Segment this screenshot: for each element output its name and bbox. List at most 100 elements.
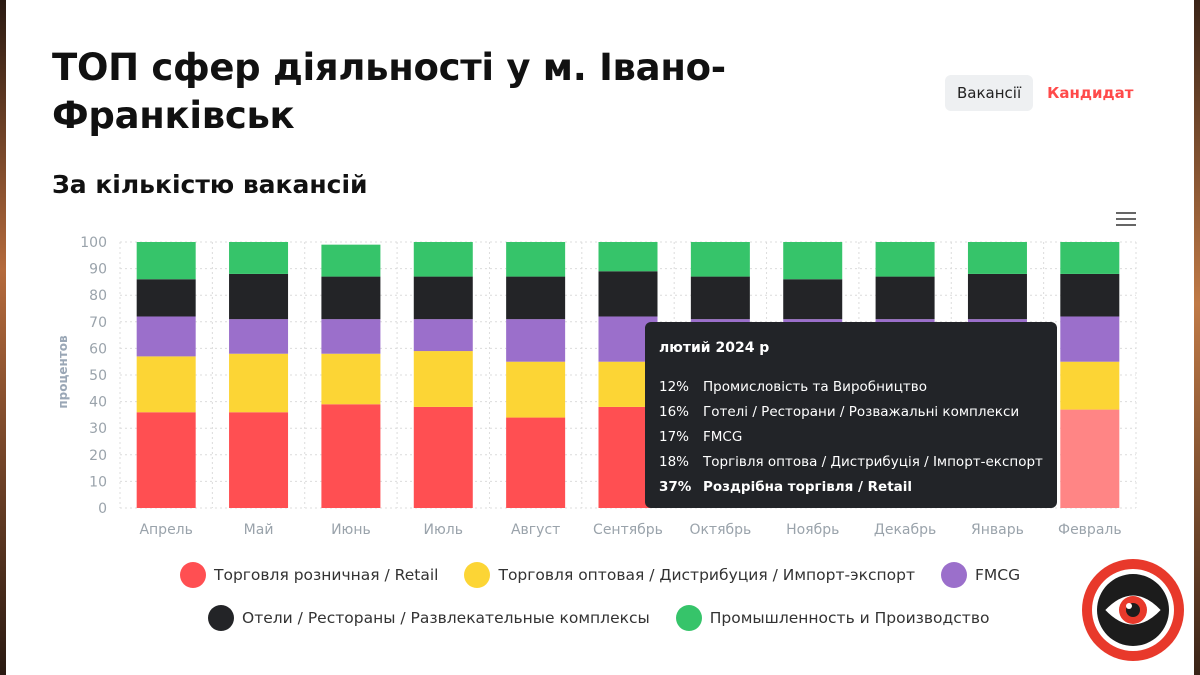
y-axis-label: процентов <box>56 335 70 409</box>
y-tick-label: 20 <box>89 448 107 464</box>
tooltip-row: 12% Промисловість та Виробництво <box>659 374 1043 399</box>
legend-label: FMCG <box>975 566 1021 584</box>
legend-label: Торговля розничная / Retail <box>214 566 439 584</box>
brand-eye-logo <box>1082 559 1184 661</box>
bar-segment-hotels <box>1060 273 1120 317</box>
x-tick-label: Декабрь <box>874 522 936 538</box>
bar-segment-retail <box>229 412 289 508</box>
bar-segment-fmcg <box>1060 316 1120 362</box>
legend-marker <box>464 562 491 588</box>
bar-segment-hotels <box>783 279 843 320</box>
bar-segment-hotels <box>598 271 658 317</box>
legend-marker <box>180 562 206 588</box>
bar-segment-industry <box>321 244 381 277</box>
tooltip-percent: 37% <box>659 478 692 495</box>
legend-item-retail[interactable]: Торговля розничная / Retail <box>180 562 438 588</box>
chart-legend: Торговля розничная / Retail Торговля опто… <box>180 562 1080 648</box>
bar-segment-fmcg <box>229 319 289 354</box>
bar-segment-industry <box>783 242 843 280</box>
x-tick-label: Январь <box>971 522 1024 538</box>
legend-item-fmcg[interactable]: FMCG <box>941 562 1020 588</box>
tooltip-label: Роздрібна торгівля / Retail <box>703 478 913 495</box>
tooltip-label: Промисловість та Виробництво <box>703 378 927 395</box>
x-tick-label: Сентябрь <box>593 522 663 538</box>
tooltip-label: Торгівля оптова / Дистрибуція / Імпорт-е… <box>703 453 1043 470</box>
tooltip-title: лютий 2024 р <box>659 340 770 356</box>
bar-segment-industry <box>967 242 1027 274</box>
bar-segment-industry <box>229 242 289 274</box>
view-tabs: Вакансії Кандидат <box>945 75 1145 111</box>
bar-segment-hotels <box>875 276 935 320</box>
bar-segment-retail <box>136 412 196 508</box>
tooltip-label: Готелі / Ресторани / Розважальні комплек… <box>703 403 1020 420</box>
y-tick-label: 0 <box>98 501 107 517</box>
y-tick-label: 90 <box>89 262 107 278</box>
bar-segment-industry <box>506 242 566 277</box>
tab-candidate[interactable]: Кандидат <box>1047 84 1134 102</box>
bar-segment-wholesale <box>506 361 566 418</box>
y-tick-label: 10 <box>89 474 107 490</box>
bar-segment-industry <box>1060 242 1120 274</box>
bar-segment-retail <box>506 417 566 508</box>
chart-tooltip: лютий 2024 р 12% Промисловість та Виробни… <box>645 322 1057 508</box>
bar-segment-hotels <box>229 273 289 320</box>
tooltip-percent: 12% <box>659 378 690 395</box>
x-tick-label: Май <box>244 522 274 538</box>
bar-segment-industry <box>136 242 196 280</box>
legend-marker <box>941 562 968 588</box>
y-tick-label: 80 <box>89 288 107 304</box>
bar-segment-fmcg <box>136 316 196 357</box>
bar-segment-fmcg <box>321 319 381 354</box>
x-tick-label: Ноябрь <box>786 522 839 538</box>
x-tick-label: Июнь <box>331 522 371 538</box>
tooltip-percent: 17% <box>659 428 690 445</box>
bar-segment-wholesale <box>413 351 473 407</box>
bar-segment-hotels <box>321 276 381 320</box>
bar-segment-industry <box>598 242 658 272</box>
bar-segment-fmcg <box>506 319 566 362</box>
bar-segment-hotels <box>690 276 750 320</box>
tooltip-row: 18% Торгівля оптова / Дистрибуція / Імпор… <box>659 449 1043 474</box>
y-tick-label: 40 <box>89 395 107 411</box>
legend-marker <box>208 605 234 631</box>
bar-segment-wholesale <box>1060 361 1120 410</box>
bar-segment-hotels <box>967 273 1027 320</box>
bar-segment-wholesale <box>136 356 196 413</box>
legend-label: Промышленность и Производство <box>709 609 990 627</box>
x-tick-label: Февраль <box>1058 522 1122 538</box>
bar-segment-retail <box>1060 409 1120 508</box>
tab-vacancies[interactable]: Вакансії <box>945 75 1034 111</box>
y-tick-label: 70 <box>89 315 107 331</box>
left-edge-decoration <box>0 0 6 675</box>
chart-menu-icon[interactable] <box>1116 212 1136 228</box>
tooltip-row: 17% FMCG <box>659 424 1043 449</box>
tooltip-percent: 18% <box>659 453 690 470</box>
legend-item-wholesale[interactable]: Торговля оптовая / Дистрибуция / Импорт-… <box>464 562 915 588</box>
bar-segment-wholesale <box>229 353 289 413</box>
bar-segment-hotels <box>413 276 473 320</box>
bar-segment-retail <box>413 406 473 508</box>
page-title: ТОП сфер діяльності у м. Івано-Франківсь… <box>52 46 726 137</box>
legend-item-industry[interactable]: Промышленность и Производство <box>675 605 990 631</box>
bar-segment-retail <box>321 404 381 508</box>
bar-segment-industry <box>690 242 750 277</box>
bar-segment-wholesale <box>321 353 381 405</box>
y-tick-label: 50 <box>89 368 107 384</box>
y-tick-label: 100 <box>80 235 107 251</box>
x-tick-label: Июль <box>424 522 463 538</box>
tooltip-percent: 16% <box>659 403 690 420</box>
x-tick-label: Апрель <box>139 522 192 538</box>
bar-segment-industry <box>875 242 935 277</box>
bar-segment-industry <box>413 242 473 277</box>
legend-label: Торговля оптовая / Дистрибуция / Импорт-… <box>498 566 916 584</box>
bar-segment-hotels <box>136 279 196 317</box>
tooltip-row: 16% Готелі / Ресторани / Розважальні комп… <box>659 399 1043 424</box>
y-tick-label: 30 <box>89 421 107 437</box>
tooltip-row: 37% Роздрібна торгівля / Retail <box>659 474 1043 499</box>
bar-segment-fmcg <box>413 319 473 352</box>
legend-item-hotels[interactable]: Отели / Рестораны / Развлекательные комп… <box>208 605 650 631</box>
legend-label: Отели / Рестораны / Развлекательные комп… <box>242 609 650 627</box>
legend-marker <box>675 605 702 631</box>
right-edge-decoration <box>1194 0 1200 675</box>
bar-segment-hotels <box>506 276 566 320</box>
